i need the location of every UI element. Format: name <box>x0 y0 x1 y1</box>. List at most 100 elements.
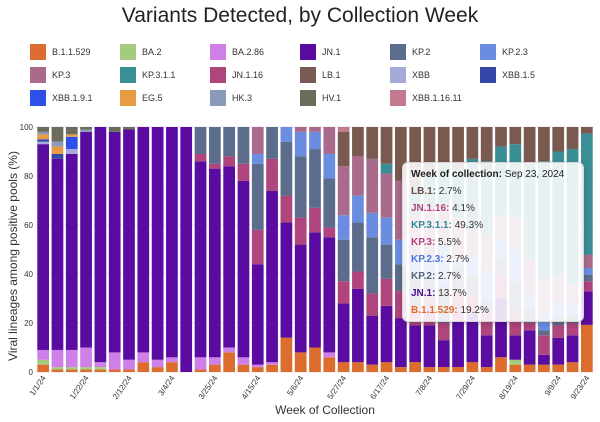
bar-segment-b-1-1-529[interactable] <box>452 367 464 372</box>
bar-segment-jn-1-16[interactable] <box>437 323 450 341</box>
bar-segment-xbb-1-9-1[interactable] <box>65 136 78 150</box>
bar-segment-b-1-1-529[interactable] <box>166 362 178 372</box>
bar-segment-kp-3[interactable] <box>394 180 407 240</box>
bar-segment-jn-1-16[interactable] <box>323 227 336 238</box>
bar-week-18[interactable] <box>294 127 307 372</box>
bar-segment-kp-2-3[interactable] <box>380 217 393 245</box>
bar-segment-eg-5[interactable] <box>37 134 50 140</box>
bar-segment-jn-1[interactable] <box>480 335 493 368</box>
bar-segment-jn-1[interactable] <box>509 335 522 360</box>
bar-segment-jn-1[interactable] <box>151 127 164 360</box>
bar-week-7[interactable] <box>137 127 150 372</box>
bar-segment-kp-2-3[interactable] <box>251 153 264 164</box>
bar-segment-jn-1[interactable] <box>194 161 207 358</box>
bar-week-3[interactable] <box>80 127 92 372</box>
bar-segment-jn-1[interactable] <box>437 340 450 368</box>
bar-segment-ba-2[interactable] <box>509 359 522 365</box>
bar-segment-jn-1[interactable] <box>123 129 135 360</box>
bar-segment-ba-2-86[interactable] <box>37 349 50 360</box>
bar-week-16[interactable] <box>266 127 278 372</box>
bar-segment-ba-2-86[interactable] <box>137 352 150 363</box>
bar-segment-kp-2[interactable] <box>208 127 221 164</box>
bar-segment-lb-1[interactable] <box>366 127 379 159</box>
bar-segment-eg-5[interactable] <box>65 134 78 137</box>
bar-segment-b-1-1-529[interactable] <box>37 364 50 372</box>
bar-week-23[interactable] <box>366 127 379 372</box>
legend-item-xbb-1-16-11[interactable]: XBB.1.16.11 <box>390 90 462 106</box>
bar-segment-jn-1[interactable] <box>495 298 507 358</box>
bar-segment-b-1-1-529[interactable] <box>394 367 407 372</box>
bar-segment-jn-1[interactable] <box>466 313 479 363</box>
bar-segment-lb-1[interactable] <box>452 127 464 169</box>
bar-segment-b-1-1-529[interactable] <box>466 362 479 372</box>
bar-week-21[interactable] <box>337 127 350 372</box>
bar-segment-jn-1[interactable] <box>380 305 393 363</box>
bar-segment-ba-2[interactable] <box>37 359 50 365</box>
bar-segment-jn-1[interactable] <box>294 244 307 353</box>
bar-segment-kp-2[interactable] <box>309 149 321 208</box>
bar-segment-kp-2[interactable] <box>538 330 550 336</box>
bar-segment-ba-2-86[interactable] <box>94 362 107 368</box>
legend-item-kp-2[interactable]: KP.2 <box>390 44 430 60</box>
bar-segment-xbb[interactable] <box>65 149 78 154</box>
bar-segment-b-1-1-529[interactable] <box>509 364 522 372</box>
bar-segment-lb-1[interactable] <box>509 127 522 145</box>
bar-segment-b-1-1-529[interactable] <box>51 369 64 372</box>
legend-item-xbb-1-5[interactable]: XBB.1.5 <box>480 67 535 83</box>
bar-segment-jn-1[interactable] <box>208 168 221 358</box>
bar-segment-b-1-1-529[interactable] <box>437 367 450 372</box>
bar-segment-kp-2-3[interactable] <box>323 153 336 179</box>
bar-segment-b-1-1-529[interactable] <box>309 347 321 373</box>
bar-segment-lb-1[interactable] <box>409 127 422 186</box>
bar-segment-jn-1[interactable] <box>237 180 250 358</box>
bar-segment-b-1-1-529[interactable] <box>552 364 565 372</box>
bar-week-10[interactable] <box>180 127 193 372</box>
bar-segment-ba-2-86[interactable] <box>251 364 264 368</box>
bar-segment-kp-2[interactable] <box>380 244 393 279</box>
bar-week-14[interactable] <box>237 127 250 372</box>
legend-item-jn-1[interactable]: JN.1 <box>300 44 341 60</box>
bar-segment-jn-1[interactable] <box>423 325 436 368</box>
bar-week-2[interactable] <box>65 127 78 372</box>
bar-week-11[interactable] <box>194 127 207 372</box>
bar-segment-jn-1[interactable] <box>523 330 536 365</box>
bar-segment-kp-3[interactable] <box>323 127 336 154</box>
bar-week-9[interactable] <box>166 127 178 372</box>
bar-segment-ba-2-86[interactable] <box>108 352 121 370</box>
bar-segment-xbb-1-16-11[interactable] <box>337 127 350 132</box>
bar-segment-lb-1[interactable] <box>337 131 350 167</box>
bar-segment-kp-2[interactable] <box>366 237 379 294</box>
bar-segment-jn-1[interactable] <box>566 335 579 363</box>
bar-segment-jn-1-16[interactable] <box>352 271 364 289</box>
bar-segment-jn-1-16[interactable] <box>337 281 350 304</box>
bar-segment-jn-1-16[interactable] <box>266 158 278 191</box>
bar-segment-ba-2-86[interactable] <box>123 359 135 370</box>
bar-segment-b-1-1-529[interactable] <box>280 337 293 372</box>
bar-segment-b-1-1-529[interactable] <box>352 362 364 372</box>
bar-segment-jn-1-16[interactable] <box>580 281 593 292</box>
bar-segment-b-1-1-529[interactable] <box>323 357 336 372</box>
bar-segment-b-1-1-529[interactable] <box>538 364 550 372</box>
bar-segment-b-1-1-529[interactable] <box>480 367 493 372</box>
bar-segment-jn-1[interactable] <box>80 131 92 348</box>
bar-segment-jn-1[interactable] <box>180 127 193 372</box>
bar-segment-jn-1[interactable] <box>552 337 565 365</box>
bar-segment-hk-3[interactable] <box>37 131 50 135</box>
legend-item-lb-1[interactable]: LB.1 <box>300 67 341 83</box>
bar-segment-b-1-1-529[interactable] <box>380 362 393 372</box>
bar-segment-b-1-1-529[interactable] <box>294 352 307 372</box>
bar-segment-lb-1[interactable] <box>552 127 565 152</box>
bar-segment-jn-1[interactable] <box>337 303 350 363</box>
bar-segment-hv-1[interactable] <box>123 127 135 130</box>
bar-week-0[interactable] <box>37 127 50 372</box>
bar-segment-jn-1-16[interactable] <box>509 310 522 336</box>
bar-segment-jn-1[interactable] <box>538 354 550 365</box>
bar-segment-kp-2-3[interactable] <box>394 239 407 265</box>
bar-week-6[interactable] <box>123 127 135 372</box>
bar-segment-ba-2-86[interactable] <box>80 347 92 368</box>
bar-segment-ba-2[interactable] <box>80 367 92 370</box>
bar-segment-kp-2-3[interactable] <box>294 131 307 157</box>
bar-segment-hv-1[interactable] <box>80 127 92 130</box>
bar-segment-hv-1[interactable] <box>51 127 64 142</box>
bar-segment-jn-1-16[interactable] <box>538 335 550 355</box>
